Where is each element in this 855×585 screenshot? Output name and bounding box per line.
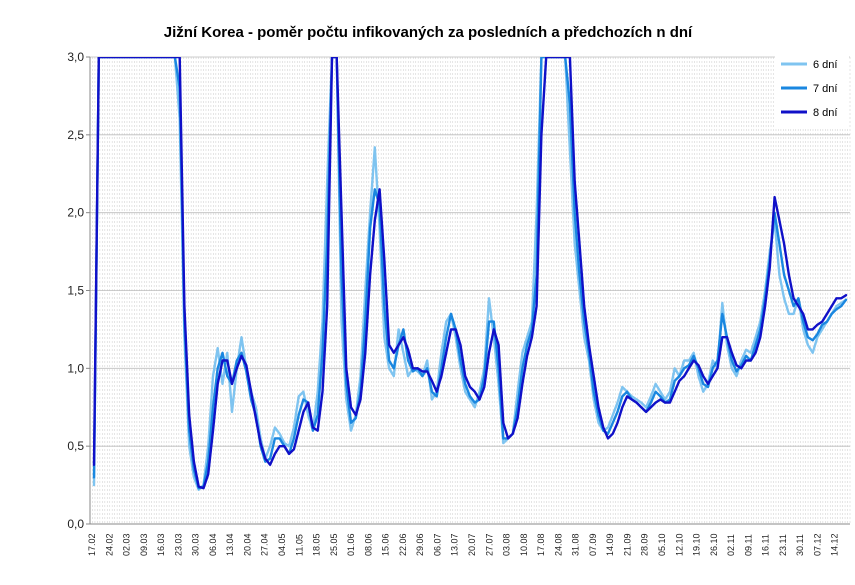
y-tick-label: 1,0 (67, 361, 84, 375)
legend-label: 7 dní (813, 83, 837, 95)
x-tick-label: 15.06 (381, 533, 391, 556)
x-tick-label: 23.03 (173, 533, 183, 556)
x-tick-label: 31.08 (571, 533, 581, 556)
series-line (92, 57, 848, 490)
x-tick-label: 22.06 (398, 533, 408, 556)
legend-label: 6 dní (813, 59, 837, 71)
x-tick-label: 11.05 (294, 534, 304, 556)
legend: 6 dní 7 dní 8 dní (775, 52, 849, 127)
y-tick-label: 0,0 (67, 517, 84, 531)
x-tick-label: 01.06 (346, 533, 356, 556)
x-tick-label: 23.11 (778, 534, 788, 556)
x-tick-label: 06.07 (432, 533, 442, 556)
x-tick-label: 28.09 (640, 533, 650, 556)
x-tick-label: 17.02 (87, 533, 97, 556)
x-tick-label: 06.04 (208, 533, 218, 556)
x-tick-label: 30.03 (191, 533, 201, 556)
x-tick-label: 14.09 (605, 533, 615, 556)
x-tick-label: 20.07 (467, 533, 477, 556)
y-tick-label: 2,5 (67, 128, 84, 142)
y-tick-label: 1,5 (67, 284, 84, 298)
x-tick-label: 09.03 (139, 533, 149, 556)
x-tick-label: 30.11 (795, 534, 805, 556)
x-tick-label: 25.05 (329, 533, 339, 556)
chart-title: Jižní Korea - poměr počtu infikovaných z… (164, 24, 693, 41)
x-tick-label: 18.05 (312, 533, 322, 556)
x-tick-label: 13.04 (225, 533, 235, 556)
x-tick-label: 24.08 (553, 533, 563, 556)
x-tick-label: 16.03 (156, 533, 166, 556)
series-line (92, 57, 848, 490)
x-tick-label: 12.10 (674, 533, 684, 556)
legend-label: 8 dní (813, 107, 837, 119)
x-tick-label: 02.03 (122, 533, 132, 556)
x-tick-label: 27.04 (260, 533, 270, 556)
y-tick-label: 2,0 (67, 206, 84, 220)
x-tick-label: 07.09 (588, 533, 598, 556)
x-tick-label: 07.12 (812, 533, 822, 556)
y-tick-label: 3,0 (67, 50, 84, 64)
x-tick-label: 17.08 (536, 533, 546, 556)
x-tick-label: 08.06 (363, 533, 373, 556)
x-tick-label: 14.12 (830, 533, 840, 556)
y-tick-label: 0,5 (67, 439, 84, 453)
x-tick-label: 16.11 (761, 534, 771, 556)
x-tick-label: 26.10 (709, 533, 719, 556)
x-tick-label: 24.02 (104, 533, 114, 556)
x-tick-label: 19.10 (692, 533, 702, 556)
x-tick-label: 27.07 (484, 533, 494, 556)
x-axis-ticks: 17.02 24.02 02.03 09.03 16.03 23.03 30.03 06.04… (87, 533, 840, 556)
x-tick-label: 09.11 (743, 534, 753, 556)
x-tick-label: 03.08 (502, 533, 512, 556)
x-tick-label: 10.08 (519, 533, 529, 556)
x-tick-label: 20.04 (242, 533, 252, 556)
x-tick-label: 21.09 (622, 533, 632, 556)
x-tick-label: 04.05 (277, 533, 287, 556)
y-axis-ticks: 0,0 0,5 1,0 1,5 2,0 2,5 3,0 (67, 50, 90, 531)
series-lines (92, 57, 848, 491)
x-tick-label: 02.11 (726, 534, 736, 556)
x-tick-label: 13.07 (450, 533, 460, 556)
x-tick-label: 05.10 (657, 533, 667, 556)
x-tick-label: 29.06 (415, 533, 425, 556)
